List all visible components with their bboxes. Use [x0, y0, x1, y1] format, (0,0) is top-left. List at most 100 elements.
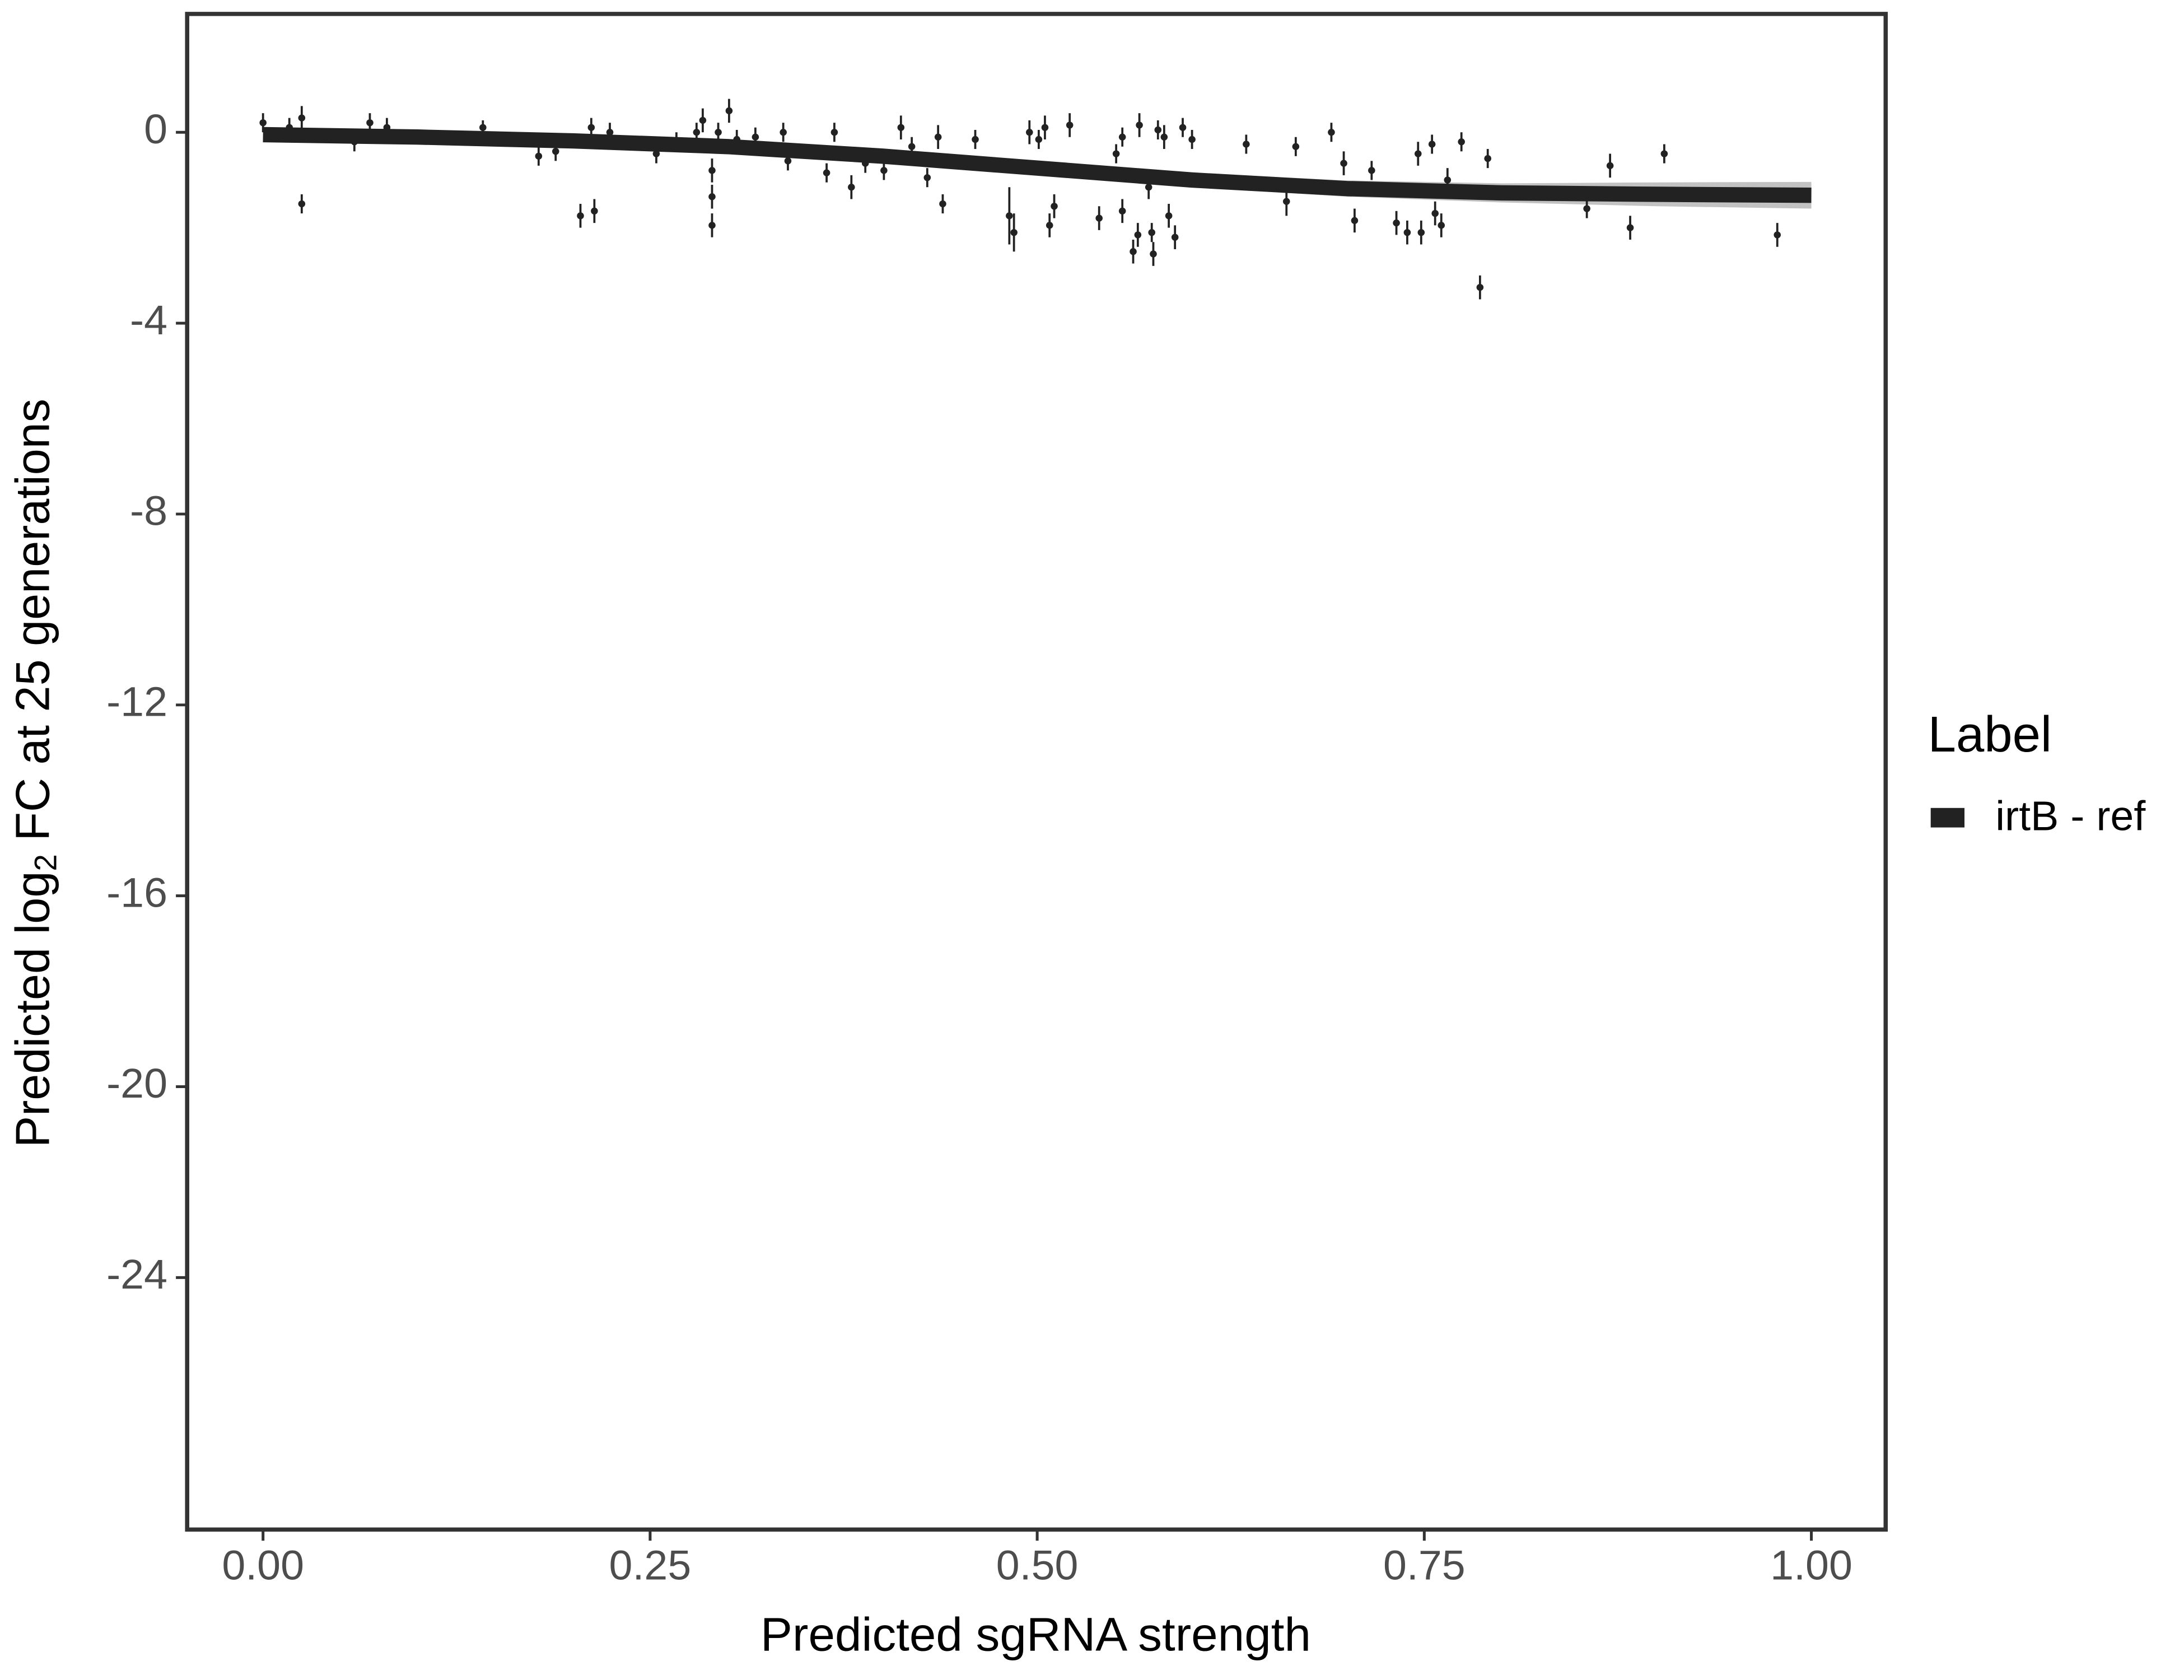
y-title-sub: 2 [28, 854, 63, 871]
point [1118, 207, 1126, 215]
point [1134, 231, 1142, 239]
point [1368, 167, 1375, 174]
point [1006, 212, 1013, 220]
y-tick-label: 0 [144, 105, 167, 152]
point [972, 136, 979, 143]
point [708, 167, 716, 174]
point [1660, 150, 1668, 157]
fit-line [263, 127, 1812, 203]
point [1431, 209, 1439, 217]
point [1476, 283, 1484, 291]
point [1112, 150, 1120, 157]
point [1035, 136, 1043, 143]
point [708, 222, 716, 229]
point [923, 174, 931, 181]
point [699, 116, 707, 124]
point [652, 150, 660, 157]
point [1414, 150, 1422, 157]
point [1171, 234, 1179, 241]
y-tick-label: -16 [106, 869, 167, 916]
point [577, 212, 584, 220]
point [591, 207, 598, 215]
point [298, 200, 306, 208]
y-tick-label: -4 [130, 296, 167, 343]
legend-label: irtB - ref [1995, 792, 2145, 839]
point [1417, 228, 1425, 236]
point [939, 200, 946, 208]
point [479, 124, 487, 131]
x-tick-label: 0.75 [1383, 1542, 1466, 1589]
point [1444, 176, 1452, 184]
point [552, 148, 559, 155]
point [1328, 128, 1335, 136]
y-tick-label: -12 [106, 678, 167, 725]
point [1179, 124, 1187, 131]
point [823, 169, 830, 176]
point [1051, 203, 1058, 210]
point [693, 128, 701, 136]
y-tick-label: -24 [106, 1250, 167, 1298]
point [908, 143, 916, 150]
point [1165, 212, 1173, 220]
point [1041, 124, 1049, 131]
x-axis-title: Predicted sgRNA strength [760, 1608, 1311, 1662]
point [1774, 231, 1781, 239]
point [1136, 122, 1143, 129]
y-axis-title: Predicted log2 FC at 25 generations [7, 399, 63, 1147]
point [897, 124, 905, 131]
point [1145, 183, 1152, 191]
point [1626, 224, 1634, 231]
point [780, 128, 787, 136]
point [1150, 250, 1157, 258]
point [259, 119, 267, 127]
point [1046, 222, 1053, 229]
point [1066, 122, 1074, 129]
point [934, 133, 942, 141]
point [1484, 155, 1491, 162]
point [298, 114, 306, 122]
point [715, 128, 722, 136]
point [606, 128, 614, 136]
x-tick-label: 0.50 [996, 1542, 1079, 1589]
point [1403, 228, 1411, 236]
point [752, 133, 759, 141]
point [1393, 219, 1400, 227]
x-tick-label: 0.00 [222, 1542, 304, 1589]
point [1026, 128, 1033, 136]
point [1160, 133, 1168, 141]
point [587, 124, 595, 131]
point [1438, 222, 1445, 229]
point [1130, 248, 1137, 255]
point [880, 167, 888, 174]
point [1428, 141, 1436, 148]
point [1154, 126, 1162, 134]
point [708, 193, 716, 200]
point [1010, 228, 1018, 236]
y-tick-label: -20 [106, 1060, 167, 1107]
point [1340, 160, 1347, 167]
point [535, 152, 543, 160]
point [1458, 138, 1465, 146]
point [830, 128, 838, 136]
point [366, 119, 374, 127]
axis-frame [185, 12, 1888, 1532]
point [784, 157, 792, 165]
y-title-rest: FC at 25 generations [7, 399, 60, 854]
point [1118, 133, 1126, 141]
point [1583, 205, 1590, 212]
point [1188, 136, 1196, 143]
point [1095, 214, 1103, 222]
y-title-main: Predicted log [7, 871, 60, 1148]
x-tick-label: 0.25 [609, 1542, 692, 1589]
point [1292, 143, 1300, 150]
point [1243, 141, 1250, 148]
legend-title: Label [1928, 707, 2052, 762]
point [1148, 228, 1156, 236]
legend-swatch [1930, 808, 1964, 828]
y-tick-label: -8 [130, 487, 167, 534]
point [1606, 162, 1614, 170]
x-tick-label: 1.00 [1770, 1542, 1852, 1589]
point [725, 107, 733, 115]
point [848, 183, 855, 191]
